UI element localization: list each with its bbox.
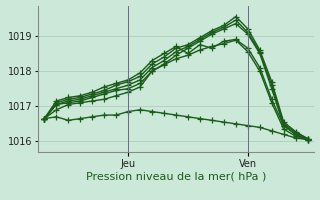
X-axis label: Pression niveau de la mer( hPa ): Pression niveau de la mer( hPa ) — [86, 172, 266, 182]
